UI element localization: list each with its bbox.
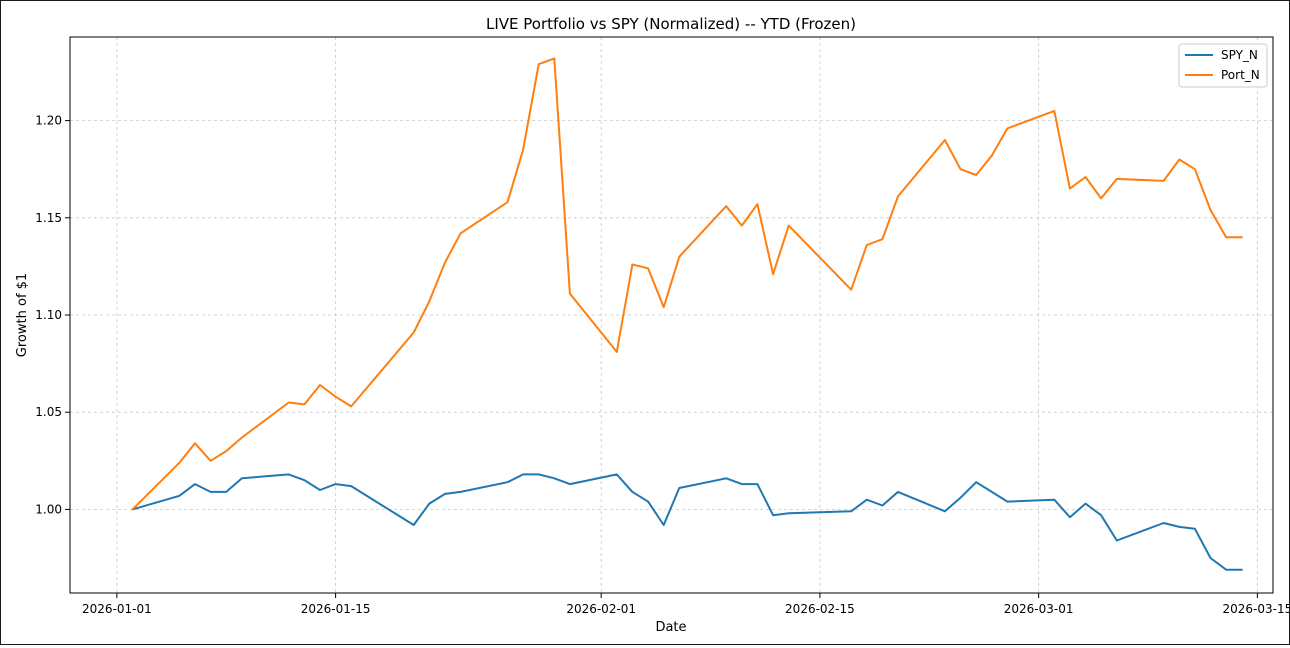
y-axis-ticks: 1.00 1.05 1.10 1.15 1.20 — [35, 114, 70, 516]
chart-title: LIVE Portfolio vs SPY (Normalized) -- YT… — [486, 15, 856, 33]
legend-label-spy: SPY_N — [1221, 48, 1258, 62]
series-line-spy-n — [131, 473, 1243, 571]
x-axis-ticks: 2026-01-01 2026-01-15 2026-02-01 2026-02-15… — [82, 593, 1290, 616]
x-tick-label: 2026-03-01 — [1004, 602, 1074, 616]
legend-label-portfolio: Port_N — [1221, 68, 1260, 82]
series-lines — [131, 57, 1243, 571]
x-tick-label: 2026-01-15 — [301, 602, 371, 616]
x-axis-label: Date — [655, 620, 686, 635]
x-tick-label: 2026-01-01 — [82, 602, 152, 616]
series-line-port-n — [131, 57, 1243, 511]
y-axis-label: Growth of $1 — [15, 273, 30, 357]
y-tick-label: 1.00 — [35, 502, 62, 516]
x-tick-label: 2026-02-01 — [566, 602, 636, 616]
x-tick-label: 2026-03-15 — [1223, 602, 1289, 616]
y-tick-label: 1.05 — [35, 405, 62, 419]
y-tick-label: 1.15 — [35, 211, 62, 225]
legend: SPY_N Port_N — [1178, 43, 1268, 88]
grid — [70, 37, 1273, 593]
x-tick-label: 2026-02-15 — [785, 602, 855, 616]
y-tick-label: 1.20 — [35, 114, 62, 128]
y-tick-label: 1.10 — [35, 308, 62, 322]
